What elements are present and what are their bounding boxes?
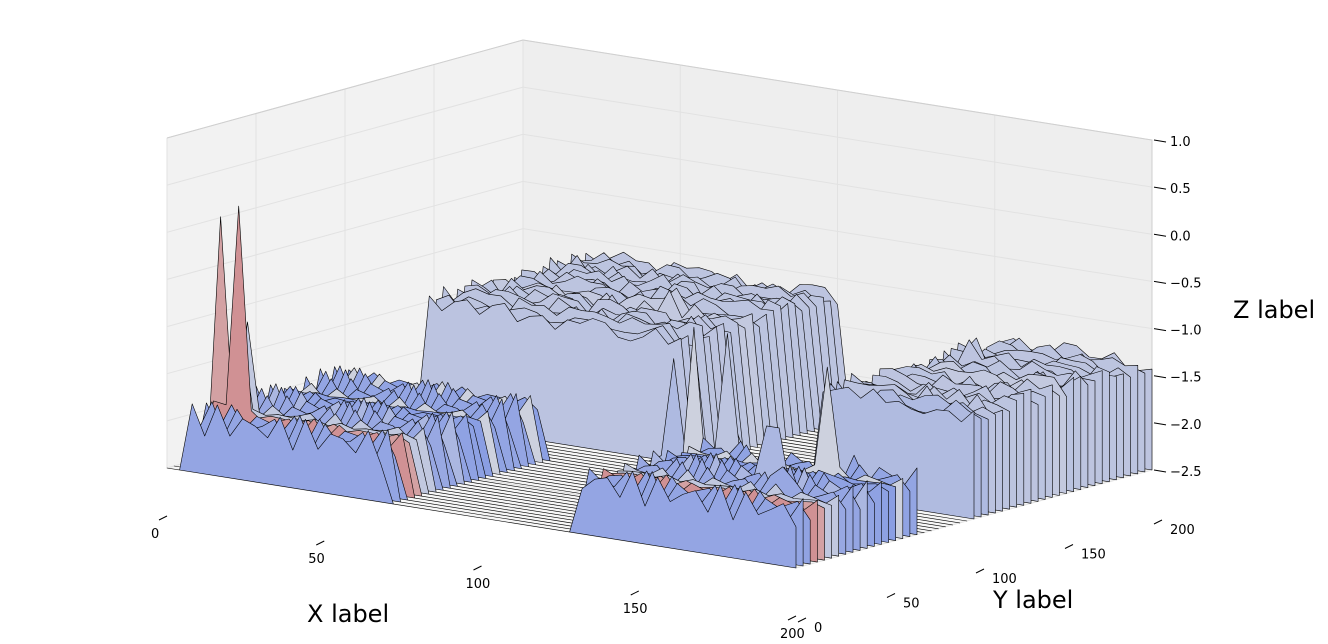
x-tick-mark	[630, 590, 639, 596]
axis-ticks: 0 50 100 150 200 0 50 100 150 200 1.0 0.5 0.0 −0.5 −1.…	[151, 135, 1202, 642]
z-tick-label: −1.5	[1170, 371, 1202, 386]
z-tick-label: −2.5	[1170, 465, 1202, 480]
z-tick-mark	[1153, 375, 1167, 379]
z-gridline	[166, 133, 1153, 235]
x-tick-mark	[787, 615, 797, 621]
x-tick-label: 0	[151, 527, 159, 542]
x-tick-label: 200	[780, 627, 805, 642]
z-gridline	[166, 228, 1153, 330]
pane-edge	[166, 39, 1153, 470]
z-gridline	[166, 180, 1153, 282]
z-tick-mark	[1153, 422, 1167, 426]
z-tick-label: 0.5	[1170, 182, 1191, 197]
z-tick-label: −2.0	[1170, 418, 1202, 433]
z-tick-mark	[1153, 280, 1167, 284]
x-tick-mark	[316, 540, 325, 546]
y-tick-mark	[1064, 544, 1074, 549]
z-tick-label: 0.0	[1170, 229, 1191, 244]
y-tick-mark	[797, 617, 807, 623]
z-tick-label: −1.0	[1170, 324, 1202, 339]
z-tick-mark	[1153, 233, 1167, 237]
y-tick-label: 200	[1170, 523, 1195, 538]
y-tick-label: 0	[814, 621, 822, 636]
z-tick-label: −0.5	[1170, 276, 1202, 291]
y-tick-label: 100	[992, 572, 1017, 587]
x-tick-label: 150	[623, 602, 648, 617]
z-tick-mark	[1153, 186, 1167, 190]
x-tick-mark	[473, 565, 482, 571]
z-tick-mark	[1153, 139, 1167, 143]
z-tick-mark	[1153, 328, 1167, 332]
y-tick-mark	[975, 568, 985, 574]
z-tick-label: 1.0	[1170, 135, 1191, 150]
x-tick-label: 50	[308, 552, 325, 567]
y-axis-title: Y label	[992, 586, 1073, 614]
z-axis-title: Z label	[1233, 296, 1315, 324]
x-axis-title: X label	[307, 600, 389, 628]
surface-strip	[166, 403, 797, 569]
y-tick-label: 150	[1081, 548, 1106, 563]
y-tick-mark	[886, 593, 896, 598]
x-tick-mark	[158, 515, 168, 521]
y-tick-mark	[1153, 519, 1163, 525]
z-gridline	[166, 86, 1153, 188]
surface-mesh	[166, 205, 1153, 569]
z-tick-mark	[1153, 469, 1167, 473]
y-tick-label: 50	[903, 597, 920, 612]
x-tick-label: 100	[466, 577, 491, 592]
